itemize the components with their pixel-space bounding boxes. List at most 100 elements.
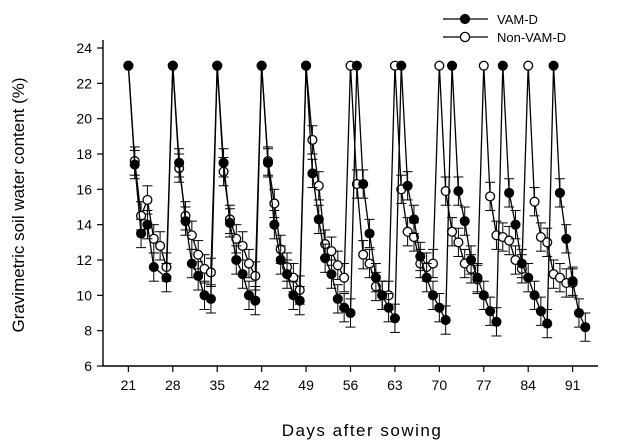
data-point [320,253,331,264]
data-point [262,157,274,168]
data-point [472,272,483,283]
y-tick-label: 18 [76,146,92,162]
data-point [332,260,343,271]
data-point [326,246,337,257]
x-tick-label: 28 [165,377,181,393]
legend-item-non-vam-d: Non-VAM-D [443,30,566,45]
data-point [186,258,197,269]
data-point [421,272,432,283]
series-vam-d [123,60,591,342]
data-point [535,231,546,243]
data-point [136,228,147,239]
data-point [364,228,375,239]
data-point [161,272,172,283]
legend-marker-vam-d [459,13,471,25]
data-point [243,290,255,301]
data-point [383,302,394,313]
data-point [529,196,540,207]
data-point [313,214,324,225]
y-tick-label: 10 [76,287,92,303]
data-point [193,270,204,281]
data-point [142,194,153,205]
data-point [180,216,191,227]
data-point [504,187,515,198]
data-point [453,237,464,248]
data-point [446,60,458,71]
x-tick-label: 84 [520,377,536,393]
x-tick-label: 70 [432,377,448,393]
data-point [142,219,153,230]
data-point [339,302,350,313]
y-tick-label: 22 [76,75,92,91]
data-point [167,60,178,71]
y-tick-label: 24 [76,40,92,56]
x-tick-label: 35 [209,377,225,393]
data-point [510,219,521,230]
data-point [415,251,426,262]
data-point [523,272,534,283]
data-point [237,269,248,280]
data-point [580,322,591,333]
x-tick-label: 91 [565,377,581,393]
data-point [275,254,286,266]
data-point [269,219,280,230]
legend-item-vam-d: VAM-D [443,12,538,27]
data-point [155,240,166,251]
legend-label-vam-d: VAM-D [497,12,538,27]
x-tick-label: 63 [387,377,403,393]
data-point [408,214,420,225]
data-point [542,318,553,329]
y-tick-label: 12 [76,252,92,268]
series-layer [123,60,591,342]
data-point [529,290,540,301]
data-point [174,157,185,168]
data-point [351,60,362,71]
data-point [218,157,229,168]
data-point [212,60,223,71]
data-point [332,293,343,304]
data-point [485,191,496,202]
x-tick-label: 42 [254,377,270,393]
x-tick-label: 49 [298,377,314,393]
y-axis-title: Gravimetric soil water content (%) [9,77,28,332]
axes: 6 8 10 12 14 16 18 20 22 24 21 28 35 42 49 56 63 70 77 84 91 [76,40,598,393]
y-tick-label: 20 [76,111,92,127]
data-point [459,216,470,227]
data-point [148,262,159,273]
y-tick-label: 6 [84,358,92,374]
data-point [478,60,489,71]
data-point [504,235,515,246]
data-point [485,306,496,317]
data-point [326,269,337,280]
data-point [440,186,451,197]
data-point [535,306,546,317]
data-point [523,60,534,71]
data-point [478,290,489,301]
data-point [243,258,255,269]
y-tick-label: 8 [84,323,92,339]
data-point [123,60,134,71]
data-point [313,180,324,191]
data-point [542,237,553,248]
data-point [434,302,445,313]
data-point [427,290,439,301]
data-point [345,307,356,319]
data-point [466,254,477,266]
data-point [497,60,508,71]
x-axis-title: Days after sowing [282,421,443,440]
data-point [554,272,565,283]
data-point [358,178,369,190]
x-tick-label: 21 [121,377,137,393]
data-point [396,60,407,71]
data-point [377,290,388,301]
legend-label-non-vam-d: Non-VAM-D [497,30,566,45]
data-point [370,272,381,283]
data-point [294,295,305,306]
data-point [129,159,140,170]
data-point [491,316,502,327]
legend: VAM-D Non-VAM-D [443,12,566,45]
y-tick-label: 14 [76,217,92,233]
data-point [307,134,318,145]
data-point [554,187,565,198]
data-point [389,313,400,324]
